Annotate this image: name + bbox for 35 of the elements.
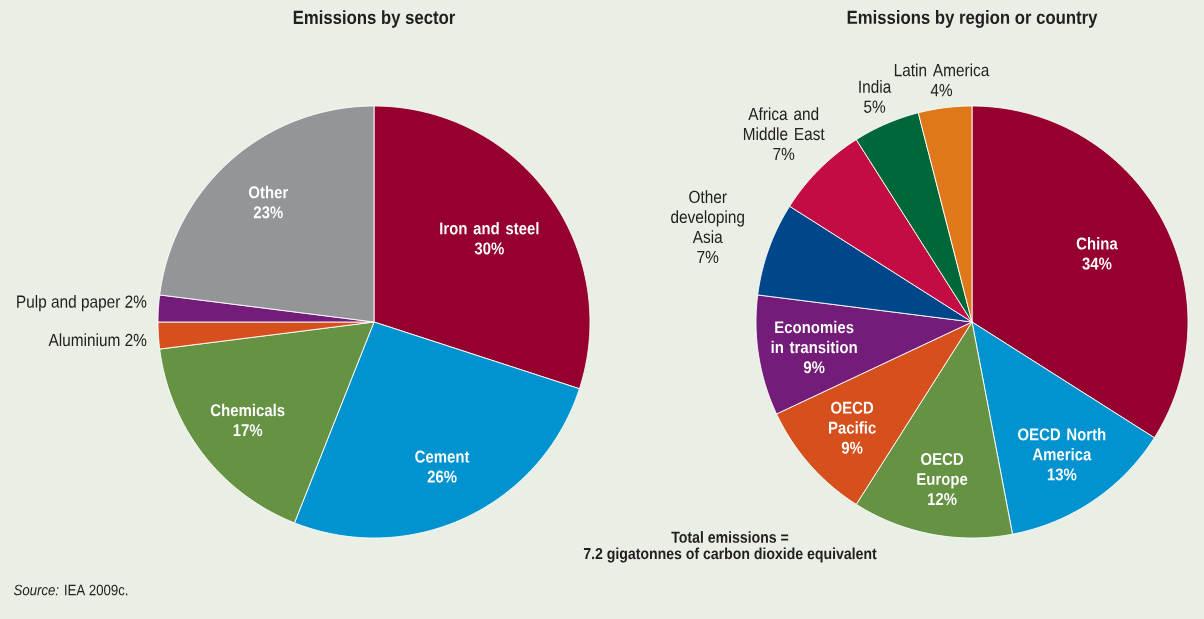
text: 7.2 gigatonnes of carbon dioxide equivalent (583, 547, 877, 563)
chart-title: Emissions by region or country (847, 10, 1098, 28)
data-label: 7% (773, 147, 795, 161)
slice-label: India (859, 80, 892, 93)
slice-label: OECD Pacific (829, 401, 876, 434)
data-label: 5% (864, 100, 886, 113)
slice-label: Other developing Asia (671, 190, 744, 244)
data-label: 23% (253, 206, 283, 219)
slice-label: Chemicals (210, 403, 285, 417)
data-label: 4% (930, 83, 953, 97)
data-label: 2% (125, 333, 147, 347)
slice-label: OECD Europe (917, 453, 968, 489)
data-label: 9% (803, 361, 825, 374)
slice-label: Aluminium (48, 333, 120, 347)
slice-label: Economies in transition (771, 320, 857, 354)
chart-title: Emissions by sector (293, 10, 456, 28)
text: Source: IEA 2009c. (13, 584, 128, 596)
data-label: 9% (841, 441, 863, 454)
slice-label: Cement (415, 450, 470, 463)
data-label: 26% (427, 470, 457, 483)
slice-label: OECD North America (1018, 427, 1106, 461)
data-label: 17% (233, 424, 263, 437)
slice-label: Latin America (894, 63, 990, 77)
data-label: 30% (474, 242, 504, 255)
data-label: 13% (1047, 468, 1077, 481)
slice-label: Africa and Middle East (743, 107, 825, 141)
slice-label: China (1076, 237, 1118, 250)
data-label: 34% (1082, 257, 1112, 270)
text: Total emissions = (671, 531, 789, 543)
slice-label: Iron and steel (440, 221, 539, 235)
data-label: 12% (928, 493, 957, 505)
data-label: 7% (697, 250, 719, 264)
slice-label: Other (248, 185, 289, 199)
data-label: 2% (125, 295, 147, 308)
slice-label: Pulp and paper (17, 294, 121, 312)
